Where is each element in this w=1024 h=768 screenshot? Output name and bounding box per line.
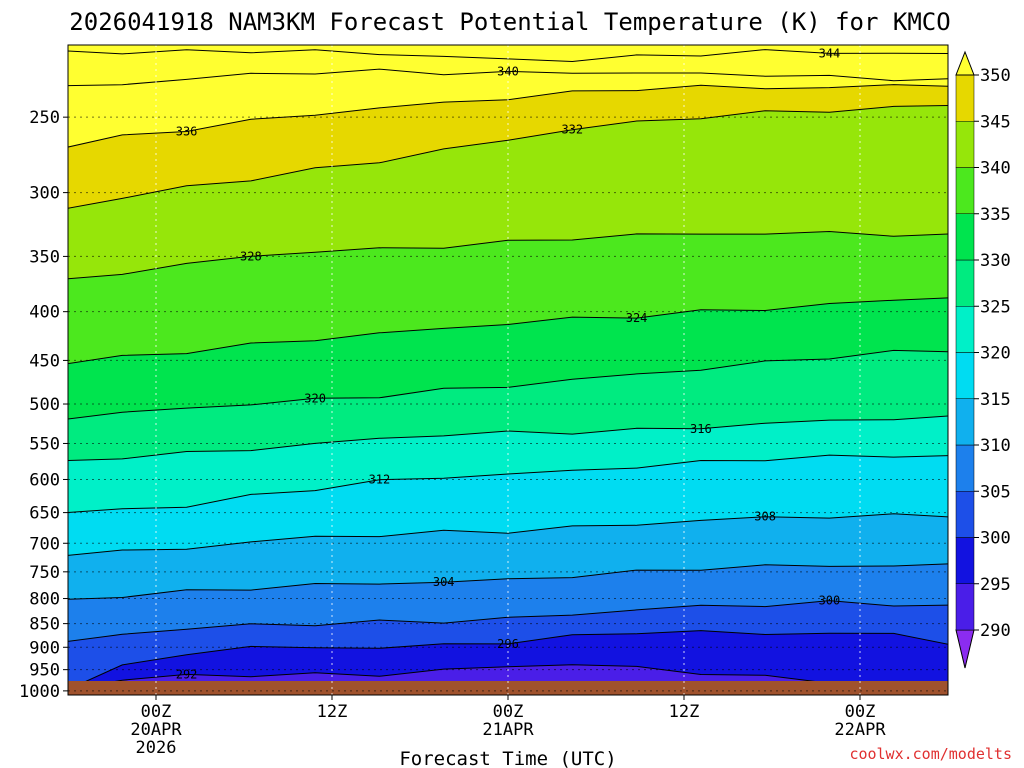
colorbar-label-305: 305	[980, 482, 1011, 502]
colorbar-segment-310	[955, 398, 975, 446]
colorbar-label-290: 290	[980, 621, 1011, 641]
x-tick-label-00Z: 00Z	[141, 702, 172, 722]
y-tick-label-750: 750	[29, 563, 60, 583]
y-tick-label-700: 700	[29, 534, 60, 554]
colorbar-label-330: 330	[980, 251, 1011, 271]
colorbar-segment-330	[955, 213, 975, 261]
contour-label-304: 304	[433, 575, 455, 589]
y-tick-label-950: 950	[29, 661, 60, 681]
contour-label-308: 308	[754, 510, 776, 524]
y-tick-label-250: 250	[29, 108, 60, 128]
contour-line-308	[68, 513, 948, 556]
x-tick-label-00Z: 00Z	[845, 702, 876, 722]
contour-label-328: 328	[240, 249, 262, 263]
colorbar-segment-335	[955, 167, 975, 214]
contour-label-316: 316	[690, 422, 712, 436]
band-344-above	[68, 45, 948, 62]
contour-lines	[68, 49, 948, 690]
contour-label-340: 340	[497, 64, 519, 78]
colorbar-segment-300	[955, 491, 975, 538]
colorbar-label-340: 340	[980, 159, 1011, 179]
x-tick-label-00Z: 00Z	[493, 702, 524, 722]
colorbar-segment-320	[955, 306, 975, 353]
x-tick-label-2026: 2026	[136, 738, 177, 758]
filled-bands	[68, 45, 948, 695]
colorbar-segment-340	[955, 121, 975, 168]
contour-label-300: 300	[819, 594, 841, 608]
band-312-316	[68, 415, 948, 513]
contour-label-332: 332	[561, 123, 583, 137]
colorbar-label-350: 350	[980, 66, 1011, 86]
gridlines	[68, 45, 948, 695]
y-tick-label-450: 450	[29, 351, 60, 371]
colorbar-label-295: 295	[980, 575, 1011, 595]
colorbar-bottom-arrow	[955, 629, 975, 669]
contour-line-304	[68, 563, 948, 600]
colorbar-label-320: 320	[980, 344, 1011, 364]
colorbar-segment-295	[955, 537, 975, 584]
colorbar-label-310: 310	[980, 436, 1011, 456]
band-296-300	[68, 600, 948, 690]
colorbar-segment-305	[955, 444, 975, 492]
colorbar-segment-325	[955, 259, 975, 307]
contour-line-328	[68, 230, 948, 280]
band-328-332	[68, 105, 948, 279]
contour-line-324	[68, 297, 948, 365]
band-300-304	[68, 563, 948, 642]
band-308-312	[68, 455, 948, 556]
y-tick-label-800: 800	[29, 590, 60, 610]
contour-labels: 292 296 300 304 308 312 316 320 324 328 332 336 340 3…	[176, 46, 841, 681]
y-tick-label-650: 650	[29, 504, 60, 524]
y-tick-label-900: 900	[29, 638, 60, 658]
y-axis: 250 300 350 400 450 500 550 600 650 700 750 800 850 9…	[19, 108, 68, 702]
y-tick-label-1000: 1000	[19, 682, 60, 702]
y-tick-label-850: 850	[29, 615, 60, 635]
y-tick-label-500: 500	[29, 395, 60, 415]
y-tick-label-600: 600	[29, 470, 60, 490]
contour-line-332	[68, 104, 948, 209]
colorbar-segment-315	[955, 352, 975, 399]
colorbar-label-300: 300	[980, 529, 1011, 549]
contour-line-292	[68, 664, 948, 690]
contour-label-312: 312	[369, 473, 391, 487]
colorbar-segment-345	[955, 74, 975, 122]
x-tick-label-12Z: 12Z	[669, 702, 700, 722]
band-340-344	[68, 49, 948, 86]
contour-line-300	[68, 600, 948, 642]
colorbar-segment-290	[955, 583, 975, 631]
contour-line-340	[68, 68, 948, 87]
x-tick-label-12Z: 12Z	[317, 702, 348, 722]
y-tick-label-300: 300	[29, 184, 60, 204]
x-axis-label: Forecast Time (UTC)	[399, 748, 616, 768]
contour-line-312	[68, 454, 948, 514]
contour-label-344: 344	[819, 46, 841, 60]
x-tick-label-20APR: 20APR	[130, 720, 182, 740]
band-332-336	[68, 84, 948, 209]
contour-label-292: 292	[176, 667, 198, 681]
colorbar-top-arrow	[955, 50, 975, 76]
contour-label-336: 336	[176, 124, 198, 138]
band-336-340	[68, 69, 948, 148]
contour-label-324: 324	[626, 311, 648, 325]
colorbar-label-315: 315	[980, 390, 1011, 410]
contour-label-320: 320	[304, 391, 326, 405]
y-tick-label-550: 550	[29, 434, 60, 454]
colorbar-label-325: 325	[980, 297, 1011, 317]
x-tick-label-21APR: 21APR	[482, 720, 534, 740]
contour-label-296: 296	[497, 637, 519, 651]
y-tick-label-350: 350	[29, 247, 60, 267]
y-tick-label-400: 400	[29, 303, 60, 323]
contour-line-296	[68, 630, 948, 690]
chart-title: 2026041918 NAM3KM Forecast Potential Tem…	[69, 8, 950, 36]
colorbar-label-345: 345	[980, 112, 1011, 132]
colorbar: 290 295 300 305 310 315 320 325 330 335 340 345 350	[955, 50, 1011, 669]
credit-text: coolwx.com/modelts	[849, 745, 1012, 763]
x-tick-label-22APR: 22APR	[834, 720, 886, 740]
colorbar-label-335: 335	[980, 205, 1011, 225]
